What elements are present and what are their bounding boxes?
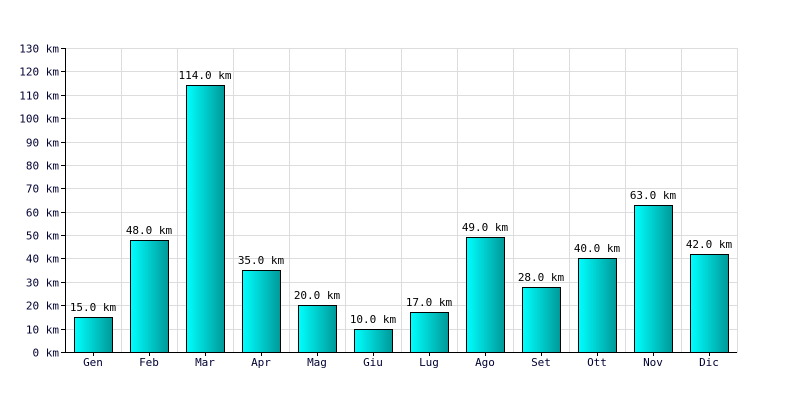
data-label: 42.0 km xyxy=(686,238,733,251)
data-label: 28.0 km xyxy=(518,271,565,284)
x-tick-label: Mag xyxy=(307,356,327,369)
x-tick-label: Lug xyxy=(419,356,439,369)
y-tick-label: 120 km xyxy=(19,66,59,79)
y-tick-label: 100 km xyxy=(19,113,59,126)
x-tick-label: Ago xyxy=(475,356,495,369)
data-label: 40.0 km xyxy=(574,242,621,255)
x-tick-label: Set xyxy=(531,356,551,369)
data-label: 17.0 km xyxy=(406,296,453,309)
bar-ott xyxy=(578,258,617,353)
y-tick-label: 110 km xyxy=(19,90,59,103)
data-label: 10.0 km xyxy=(350,313,397,326)
x-tick-label: Apr xyxy=(251,356,271,369)
data-label: 48.0 km xyxy=(126,224,173,237)
bar-apr xyxy=(242,270,281,353)
data-label: 20.0 km xyxy=(294,289,341,302)
bar-ago xyxy=(466,237,505,353)
y-tick-label: 90 km xyxy=(26,137,59,150)
y-tick-label: 10 km xyxy=(26,324,59,337)
bar-set xyxy=(522,287,561,353)
y-tick-label: 50 km xyxy=(26,230,59,243)
y-tick-label: 60 km xyxy=(26,207,59,220)
labels: 0 km 10 km 20 km 30 km 40 km 50 km 60 km 70 km 8… xyxy=(19,43,732,370)
x-tick-label: Mar xyxy=(195,356,215,369)
y-tick-label: 70 km xyxy=(26,183,59,196)
bar-mag xyxy=(298,305,337,353)
x-tick-label: Feb xyxy=(139,356,159,369)
x-tick-label: Gen xyxy=(83,356,103,369)
y-tick-label: 30 km xyxy=(26,277,59,290)
data-label: 49.0 km xyxy=(462,221,509,234)
bar-nov xyxy=(634,205,673,353)
bar-mar xyxy=(186,85,225,353)
bar-feb xyxy=(130,240,169,353)
data-label: 63.0 km xyxy=(630,189,677,202)
data-label: 15.0 km xyxy=(70,301,117,314)
y-tick-label: 130 km xyxy=(19,43,59,56)
y-tick-label: 20 km xyxy=(26,300,59,313)
data-label: 114.0 km xyxy=(179,69,232,82)
bar-giu xyxy=(354,329,393,353)
bar-dic xyxy=(690,254,729,353)
x-tick-label: Nov xyxy=(643,356,663,369)
y-tick-label: 0 km xyxy=(33,347,60,360)
bar-lug xyxy=(410,312,449,353)
bar-gen xyxy=(74,317,113,353)
grid xyxy=(65,48,738,353)
data-label: 35.0 km xyxy=(238,254,285,267)
x-tick-label: Dic xyxy=(699,356,719,369)
x-tick-label: Ott xyxy=(587,356,607,369)
x-tick-label: Giu xyxy=(363,356,383,369)
y-tick-label: 80 km xyxy=(26,160,59,173)
y-tick-label: 40 km xyxy=(26,253,59,266)
axes xyxy=(61,48,737,356)
